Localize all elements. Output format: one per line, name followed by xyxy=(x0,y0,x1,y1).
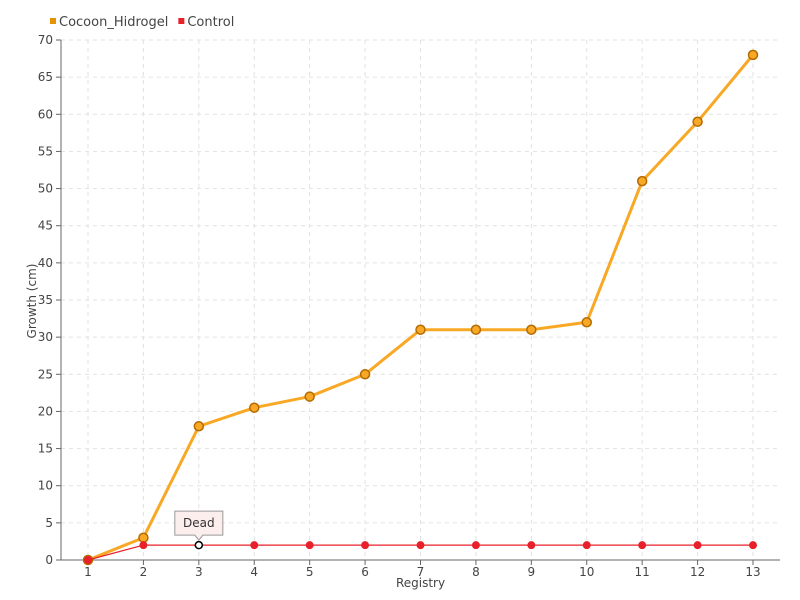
legend-label: Control xyxy=(187,15,234,30)
legend-swatch xyxy=(178,18,185,24)
y-tick-label: 15 xyxy=(38,442,53,456)
data-point[interactable] xyxy=(361,541,370,550)
data-point[interactable] xyxy=(250,541,259,550)
legend: Cocoon_Hidrogel Control xyxy=(50,15,234,30)
y-tick-label: 65 xyxy=(38,70,53,84)
tooltip-text: Dead xyxy=(183,516,215,530)
x-tick-label: 8 xyxy=(472,565,480,579)
x-tick-label: 3 xyxy=(195,565,203,579)
x-tick-label: 4 xyxy=(250,565,258,579)
data-point[interactable] xyxy=(416,541,425,550)
data-point[interactable] xyxy=(693,541,702,550)
data-point[interactable] xyxy=(359,369,371,380)
data-point[interactable] xyxy=(194,540,204,550)
data-point[interactable] xyxy=(470,324,482,335)
tooltip-box xyxy=(174,510,224,541)
data-point[interactable] xyxy=(581,317,592,328)
y-tick-label: 45 xyxy=(38,219,53,233)
x-tick-label: 10 xyxy=(579,565,594,579)
data-point[interactable] xyxy=(692,116,703,127)
y-tick-label: 20 xyxy=(38,404,53,418)
x-tick-label: 12 xyxy=(690,565,705,579)
y-tick-label: 0 xyxy=(45,553,53,567)
x-tick-label: 9 xyxy=(528,565,536,579)
data-point[interactable] xyxy=(305,541,314,550)
data-point[interactable] xyxy=(636,175,648,187)
data-point[interactable] xyxy=(138,532,149,543)
y-tick-label: 55 xyxy=(38,144,53,158)
x-tick-label: 13 xyxy=(745,565,760,579)
data-point[interactable] xyxy=(526,324,537,335)
y-tick-label: 10 xyxy=(38,479,53,493)
grid xyxy=(61,39,780,560)
y-tick-label: 50 xyxy=(38,182,53,196)
data-point[interactable] xyxy=(415,324,426,335)
data-point[interactable] xyxy=(193,421,205,432)
data-point[interactable] xyxy=(749,541,757,550)
y-tick-label: 70 xyxy=(38,33,53,47)
x-tick-label: 2 xyxy=(140,565,148,579)
data-point[interactable] xyxy=(139,541,148,550)
series-control xyxy=(84,540,757,564)
series xyxy=(82,49,759,566)
x-tick-label: 7 xyxy=(417,565,425,579)
y-axis-ticks: 0 5 10 15 20 25 30 35 40 45 50 55 60 65 70 xyxy=(38,33,61,567)
x-tick-label: 1 xyxy=(84,565,92,579)
data-point[interactable] xyxy=(747,49,759,61)
data-point[interactable] xyxy=(471,541,480,550)
annotations: Dead xyxy=(174,510,224,541)
legend-item[interactable]: Control xyxy=(178,15,234,30)
y-tick-label: 30 xyxy=(38,330,53,344)
y-tick-label: 40 xyxy=(38,256,53,270)
x-tick-label: 6 xyxy=(361,565,369,579)
x-axis-title: Registry xyxy=(396,576,445,590)
data-point[interactable] xyxy=(582,541,591,550)
x-tick-label: 11 xyxy=(635,565,650,579)
x-tick-label: 5 xyxy=(306,565,314,579)
legend-item[interactable]: Cocoon_Hidrogel xyxy=(50,15,168,30)
y-tick-label: 25 xyxy=(38,367,53,381)
annotation-tooltip: Dead xyxy=(174,510,224,541)
data-point[interactable] xyxy=(304,391,315,402)
legend-swatch xyxy=(50,18,56,24)
y-tick-label: 5 xyxy=(45,516,53,530)
y-tick-label: 60 xyxy=(38,107,53,121)
data-point[interactable] xyxy=(527,541,536,550)
data-point[interactable] xyxy=(249,402,260,413)
data-point[interactable] xyxy=(638,541,647,550)
data-point[interactable] xyxy=(84,556,92,564)
y-tick-label: 35 xyxy=(38,293,53,307)
legend-label: Cocoon_Hidrogel xyxy=(59,15,168,30)
x-axis-ticks: 1 2 3 4 5 6 7 8 9 10 11 12 13 xyxy=(84,560,761,579)
y-axis-title: Growth (cm) xyxy=(25,264,39,339)
